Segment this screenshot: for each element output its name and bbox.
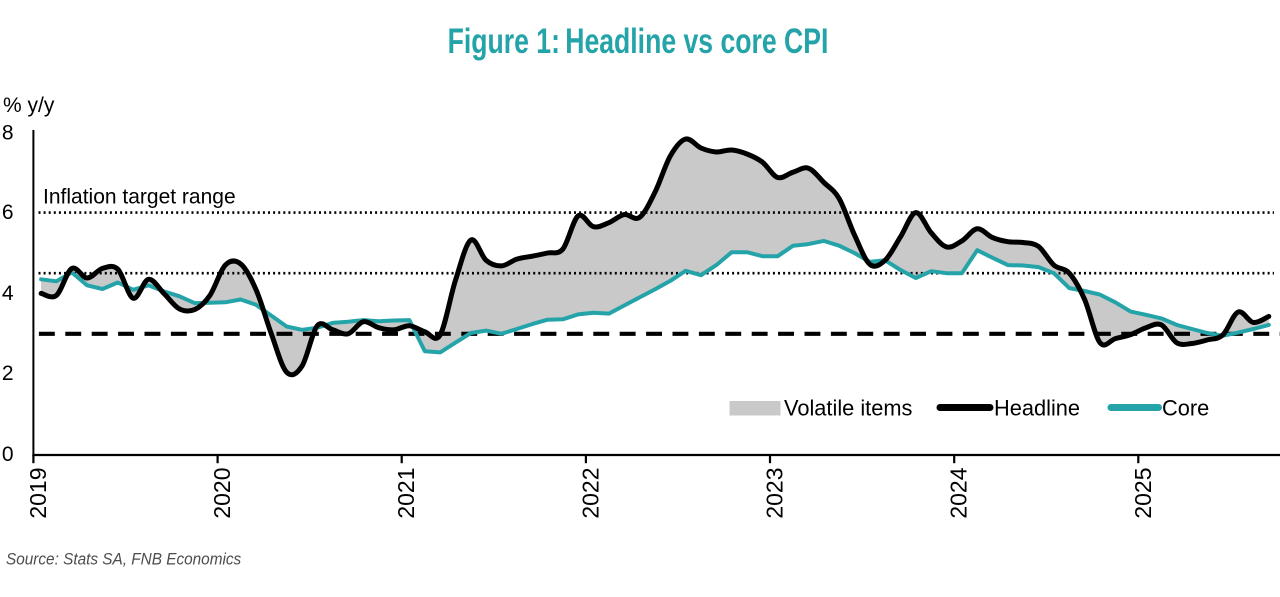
svg-text:Figure 1: Headline vs core CPI: Figure 1: Headline vs core CPI bbox=[448, 21, 829, 60]
svg-text:2019: 2019 bbox=[25, 468, 51, 519]
svg-text:Inflation target range: Inflation target range bbox=[43, 186, 236, 209]
svg-text:2022: 2022 bbox=[577, 468, 603, 519]
svg-text:2: 2 bbox=[2, 362, 14, 385]
svg-text:8: 8 bbox=[2, 122, 14, 145]
svg-text:2020: 2020 bbox=[209, 468, 235, 519]
svg-text:0: 0 bbox=[2, 443, 14, 466]
svg-text:% y/y: % y/y bbox=[3, 94, 55, 117]
svg-text:Core: Core bbox=[1162, 396, 1209, 421]
svg-text:Volatile items: Volatile items bbox=[784, 396, 913, 421]
svg-text:6: 6 bbox=[2, 201, 14, 224]
svg-text:Headline: Headline bbox=[994, 396, 1080, 421]
svg-text:2025: 2025 bbox=[1130, 468, 1156, 519]
svg-text:4: 4 bbox=[2, 282, 14, 305]
svg-text:2021: 2021 bbox=[393, 468, 419, 519]
svg-text:2023: 2023 bbox=[762, 468, 788, 519]
svg-text:2024: 2024 bbox=[946, 467, 972, 518]
svg-text:Source: Stats SA, FNB Economic: Source: Stats SA, FNB Economics bbox=[6, 551, 241, 569]
